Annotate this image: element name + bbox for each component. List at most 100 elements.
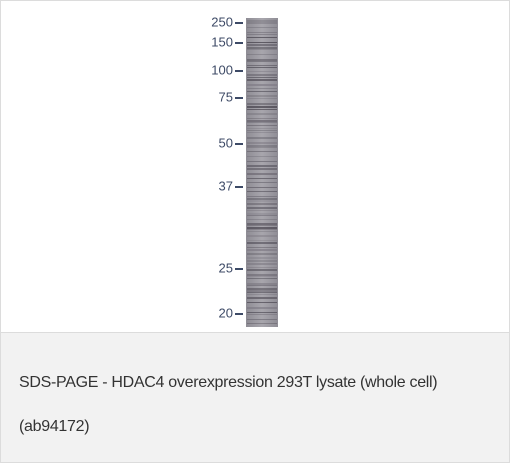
gel-band [247,27,277,28]
gel-band [247,267,277,268]
gel-band [247,323,277,324]
gel-band [247,151,277,152]
gel-band [247,88,277,89]
gel-band [247,20,277,22]
marker-label: 150 [211,34,233,49]
gel-band [247,307,277,309]
gel-band [247,91,277,92]
gel-band [247,79,277,81]
gel-band [247,198,277,200]
gel-band [247,128,277,129]
gel-band [247,156,277,157]
marker-label: 100 [211,62,233,77]
gel-band [247,288,277,290]
gel-band [247,103,277,105]
caption-area: SDS-PAGE - HDAC4 overexpression 293T lys… [1,333,509,462]
gel-band [247,269,277,271]
gel-band [247,132,277,133]
gel-band [247,106,277,108]
gel-band [247,278,277,279]
marker-label: 25 [219,260,233,275]
gel-band [247,223,277,225]
gel-band [247,200,277,202]
gel-band [247,54,277,55]
gel-band [247,32,277,33]
gel-band [247,77,277,78]
gel-band [247,253,277,255]
gel-band [247,137,277,139]
figure-image: 250 150 100 75 50 37 25 20 [1,1,509,333]
gel-band [247,178,277,179]
gel-band [247,191,277,192]
gel-band [247,44,277,46]
gel-band [247,196,277,197]
gel-band [247,276,277,277]
gel-band [247,213,277,215]
gel-band [247,59,277,61]
gel-band [247,122,277,123]
gel-figure: 250 150 100 75 50 37 25 20 [211,14,278,327]
gel-band [247,292,277,293]
gel-band [247,294,277,295]
gel-band [247,225,277,226]
gel-band [247,165,277,167]
gel-band [247,285,277,286]
gel-band [247,120,277,122]
gel-band [247,312,277,313]
marker-label: 37 [219,178,233,193]
gel-band [247,297,277,299]
gel-band [247,34,277,35]
gel-band [247,145,277,147]
gel-band [247,67,277,68]
gel-band [247,130,277,131]
gel-band [247,215,277,216]
gel-band [247,249,277,251]
gel-band [247,109,277,110]
gel-band [247,42,277,43]
gel-band [247,274,277,276]
gel-lane [246,18,278,327]
gel-band [247,231,277,232]
gel-band [247,235,277,237]
gel-band [247,37,277,38]
marker-label: 20 [219,305,233,320]
gel-band [247,263,277,265]
gel-band [247,219,277,220]
marker-label: 250 [211,14,233,29]
gel-band [247,227,277,229]
gel-band [247,319,277,320]
gel-band [247,203,277,205]
gel-band [247,187,277,188]
gel-band [247,210,277,211]
gel-band [247,207,277,209]
gel-band [247,242,277,244]
gel-band [247,49,277,50]
gel-bands [247,20,277,324]
gel-band [247,314,277,315]
gel-band [247,147,277,148]
gel-band [247,125,277,126]
gel-band [247,47,277,49]
gel-band [247,168,277,170]
gel-band [247,74,277,76]
gel-band [247,283,277,285]
marker-label: 50 [219,135,233,150]
gel-band [247,142,277,144]
gel-band [247,240,277,241]
gel-band [247,260,277,262]
gel-band [247,118,277,119]
gel-band [247,257,277,259]
gel-band [247,302,277,303]
gel-band [247,161,277,162]
gel-band [247,229,277,230]
gel-band [247,95,277,97]
marker-label: 75 [219,89,233,104]
gel-band [247,61,277,62]
gel-band [247,22,277,24]
gel-band [247,113,277,115]
gel-band [247,290,277,292]
gel-band [247,84,277,86]
gel-band [247,247,277,248]
gel-band [247,182,277,183]
